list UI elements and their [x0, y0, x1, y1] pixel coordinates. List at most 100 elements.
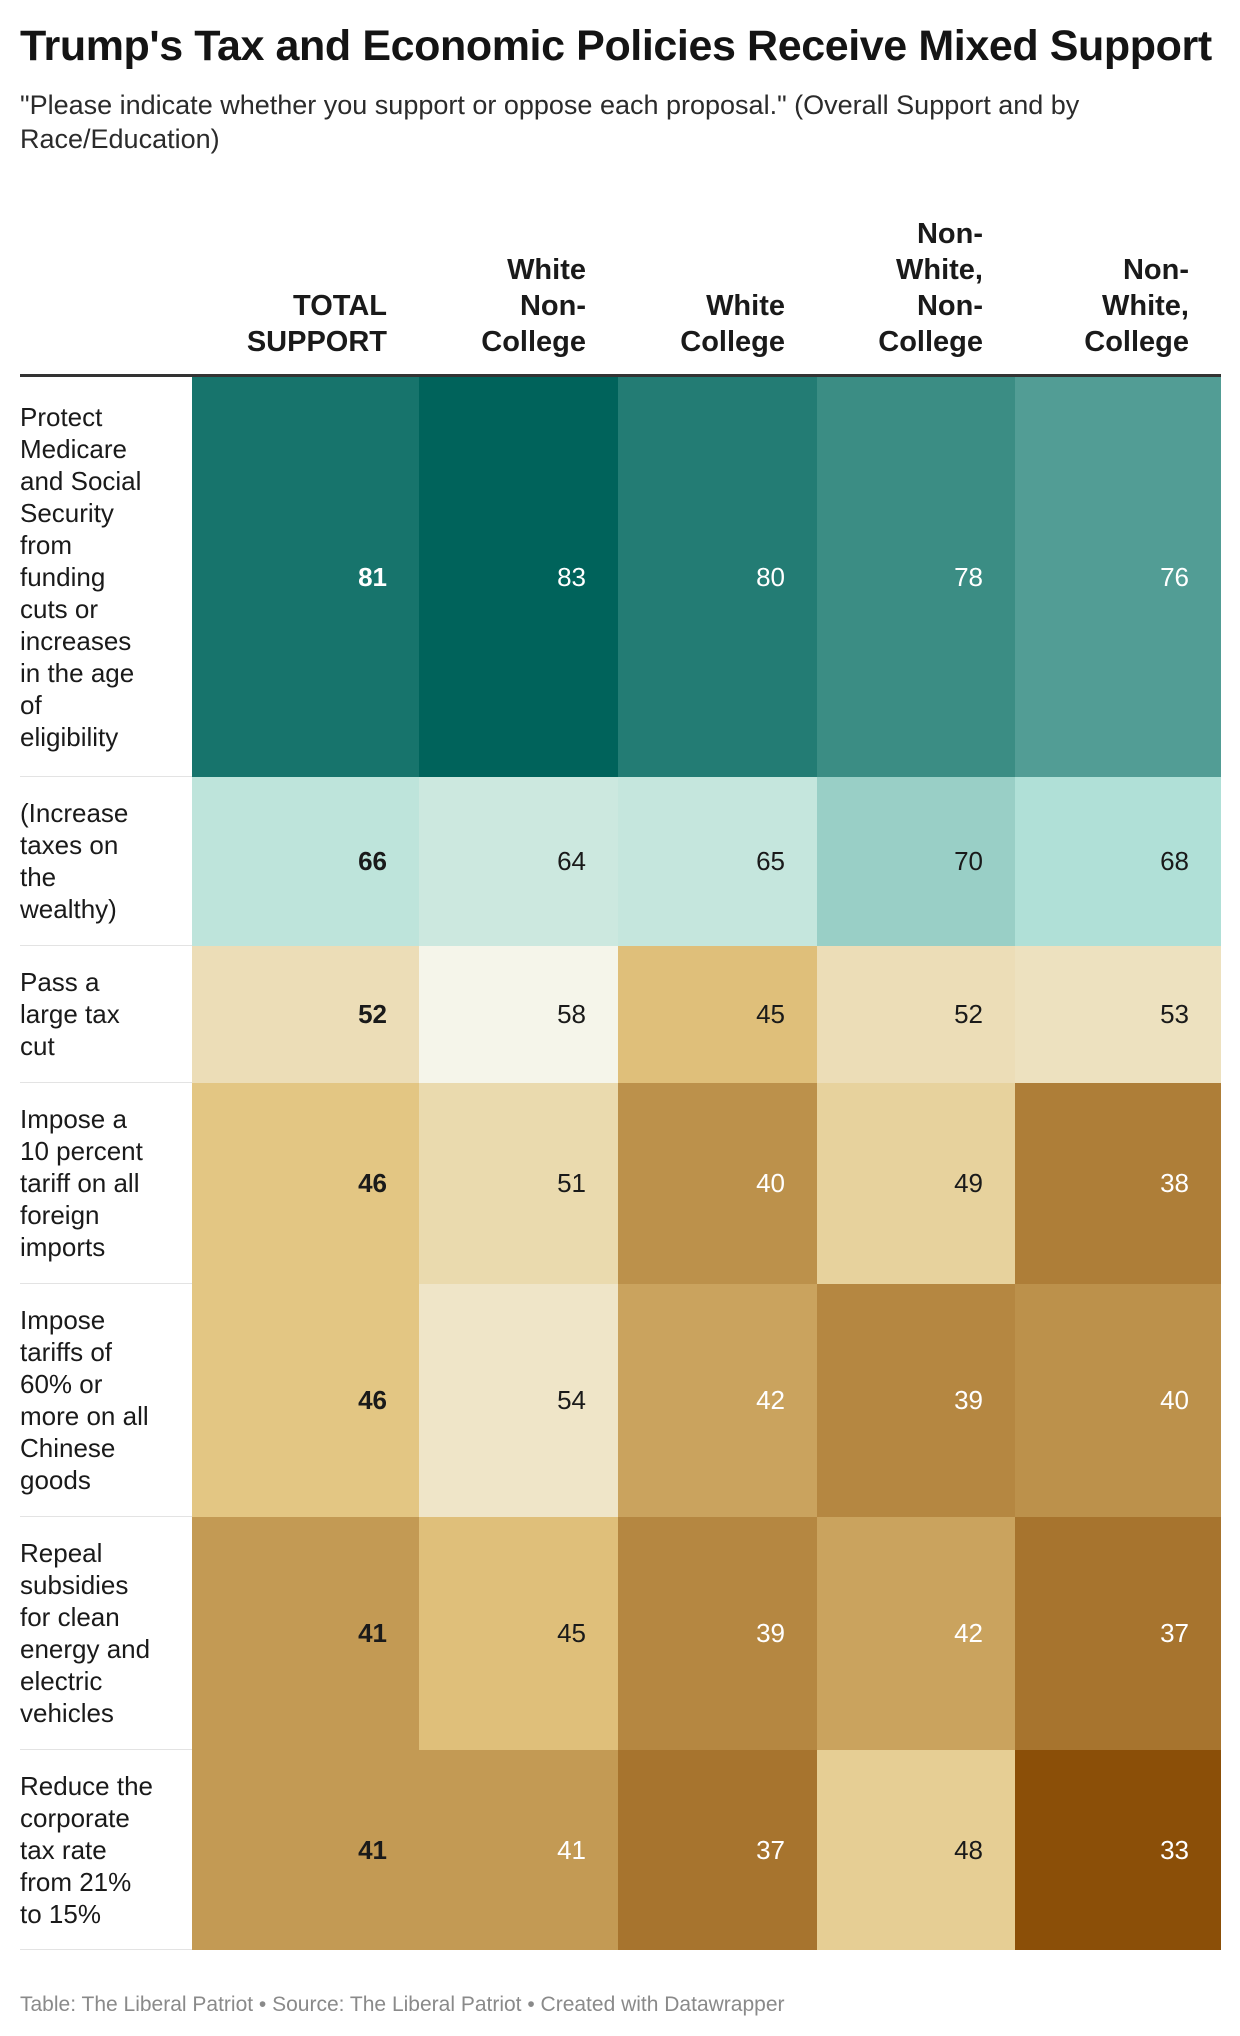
value-cell: 53 — [1015, 946, 1221, 1083]
value-cell: 83 — [419, 377, 618, 777]
row-label-line: of — [20, 689, 42, 720]
row-label-line: energy and — [20, 1634, 151, 1664]
table-row: Repeal subsidies for clean energy and electr… — [20, 1517, 1221, 1750]
row-label-line: Repeal — [20, 1538, 103, 1568]
column-header: White College — [618, 288, 817, 360]
column-header-line: College — [481, 326, 586, 358]
heatmap-table: TOTAL SUPPORT White Non- College White College… — [20, 205, 1221, 1950]
row-label-text: Impose a 10 percent tariff on all foreign im… — [20, 1103, 143, 1263]
value-cell: 40 — [618, 1083, 817, 1284]
row-label-line: (Increase — [20, 798, 129, 828]
row-label-line: cuts or — [20, 593, 99, 624]
row-label-text: Reduce the corporate tax rate from 21% to 15… — [20, 1770, 153, 1930]
row-label-line: Security — [20, 497, 114, 528]
row-label-line: large tax — [20, 999, 120, 1029]
value-cell: 39 — [618, 1517, 817, 1750]
column-header-line: White, — [1102, 290, 1189, 322]
row-label-text: Protect Medicare and Social Security from fun… — [20, 401, 141, 753]
total-support-cell: 41 — [192, 1517, 419, 1750]
column-header: Non- White, College — [1015, 252, 1221, 360]
table-row: Impose tariffs of 60% or more on all Chinese… — [20, 1284, 1221, 1517]
row-label: (Increase taxes on the wealthy) — [20, 777, 192, 946]
column-header-line: College — [680, 326, 785, 358]
row-label-text: Repeal subsidies for clean energy and electr… — [20, 1537, 150, 1729]
column-header-line: Non- — [1122, 254, 1189, 286]
value-cell: 42 — [817, 1517, 1015, 1750]
row-label-line: electric — [20, 1666, 103, 1696]
total-support-cell: 66 — [192, 777, 419, 946]
row-label-line: tariff on all — [20, 1168, 140, 1198]
column-header: TOTAL SUPPORT — [192, 288, 419, 360]
value-cell: 64 — [419, 777, 618, 946]
row-label: Reduce the corporate tax rate from 21% to 15… — [20, 1750, 192, 1950]
row-label-line: vehicles — [20, 1698, 114, 1728]
total-support-cell: 46 — [192, 1083, 419, 1284]
total-support-cell: 81 — [192, 377, 419, 777]
row-label-line: tax rate — [20, 1834, 107, 1865]
row-label-line: 10 percent — [20, 1136, 143, 1166]
row-label-line: Pass a — [20, 967, 100, 997]
value-cell: 45 — [618, 946, 817, 1083]
row-label-line: goods — [20, 1465, 91, 1495]
row-label-text: Pass a large tax cut — [20, 966, 120, 1062]
row-label-text: Impose tariffs of 60% or more on all Chinese… — [20, 1304, 149, 1496]
value-cell: 45 — [419, 1517, 618, 1750]
row-label-line: the — [20, 862, 57, 892]
row-label: Protect Medicare and Social Security from fun… — [20, 377, 192, 777]
row-label-line: from — [20, 529, 72, 560]
value-cell: 33 — [1015, 1750, 1221, 1950]
total-support-cell: 52 — [192, 946, 419, 1083]
row-label-line: Reduce the — [20, 1770, 153, 1801]
value-cell: 40 — [1015, 1284, 1221, 1517]
row-label-line: imports — [20, 1232, 106, 1262]
row-label-line: for clean — [20, 1602, 120, 1632]
row-label: Pass a large tax cut — [20, 946, 192, 1083]
value-cell: 37 — [1015, 1517, 1221, 1750]
row-label-line: in the age — [20, 657, 135, 688]
value-cell: 70 — [817, 777, 1015, 946]
row-label-line: Impose a — [20, 1104, 127, 1134]
row-label: Impose a 10 percent tariff on all foreign im… — [20, 1083, 192, 1284]
row-label-line: tariffs of — [20, 1337, 113, 1367]
value-cell: 68 — [1015, 777, 1221, 946]
column-header-line: Non- — [916, 218, 983, 250]
column-header-line: White — [706, 290, 785, 322]
row-label-line: cut — [20, 1031, 55, 1061]
table-row: Impose a 10 percent tariff on all foreign im… — [20, 1083, 1221, 1284]
row-label-line: 60% or — [20, 1369, 103, 1399]
table-row: Protect Medicare and Social Security from fun… — [20, 377, 1221, 777]
column-header-line: College — [1084, 326, 1189, 358]
row-label-line: Impose — [20, 1305, 106, 1335]
row-label-line: more on all — [20, 1401, 149, 1431]
chart-footer: Table: The Liberal Patriot • Source: The… — [20, 1993, 785, 2016]
table-row: Pass a large tax cut 52 58 45 52 53 — [20, 946, 1221, 1083]
value-cell: 54 — [419, 1284, 618, 1517]
row-label-line: Protect — [20, 401, 103, 432]
total-support-cell: 46 — [192, 1284, 419, 1517]
column-header-line: SUPPORT — [246, 326, 387, 358]
value-cell: 51 — [419, 1083, 618, 1284]
column-header-line: College — [878, 326, 983, 358]
row-label-line: to 15% — [20, 1898, 101, 1929]
row-label-line: wealthy) — [20, 894, 117, 924]
value-cell: 52 — [817, 946, 1015, 1083]
value-cell: 42 — [618, 1284, 817, 1517]
row-label-line: corporate — [20, 1802, 130, 1833]
table-row: Reduce the corporate tax rate from 21% to 15… — [20, 1750, 1221, 1950]
value-cell: 37 — [618, 1750, 817, 1950]
row-label-line: from 21% — [20, 1866, 132, 1897]
column-header-line: Non- — [519, 290, 586, 322]
row-label-line: Medicare — [20, 433, 127, 464]
value-cell: 80 — [618, 377, 817, 777]
value-cell: 38 — [1015, 1083, 1221, 1284]
table-body: Protect Medicare and Social Security from fun… — [20, 377, 1221, 1950]
value-cell: 65 — [618, 777, 817, 946]
row-label-line: funding — [20, 561, 106, 592]
table-header: TOTAL SUPPORT White Non- College White College… — [20, 205, 1221, 377]
total-support-cell: 41 — [192, 1750, 419, 1950]
value-cell: 58 — [419, 946, 618, 1083]
column-header-line: Non- — [916, 290, 983, 322]
row-label: Repeal subsidies for clean energy and electr… — [20, 1517, 192, 1750]
row-label-line: Chinese — [20, 1433, 116, 1463]
value-cell: 49 — [817, 1083, 1015, 1284]
